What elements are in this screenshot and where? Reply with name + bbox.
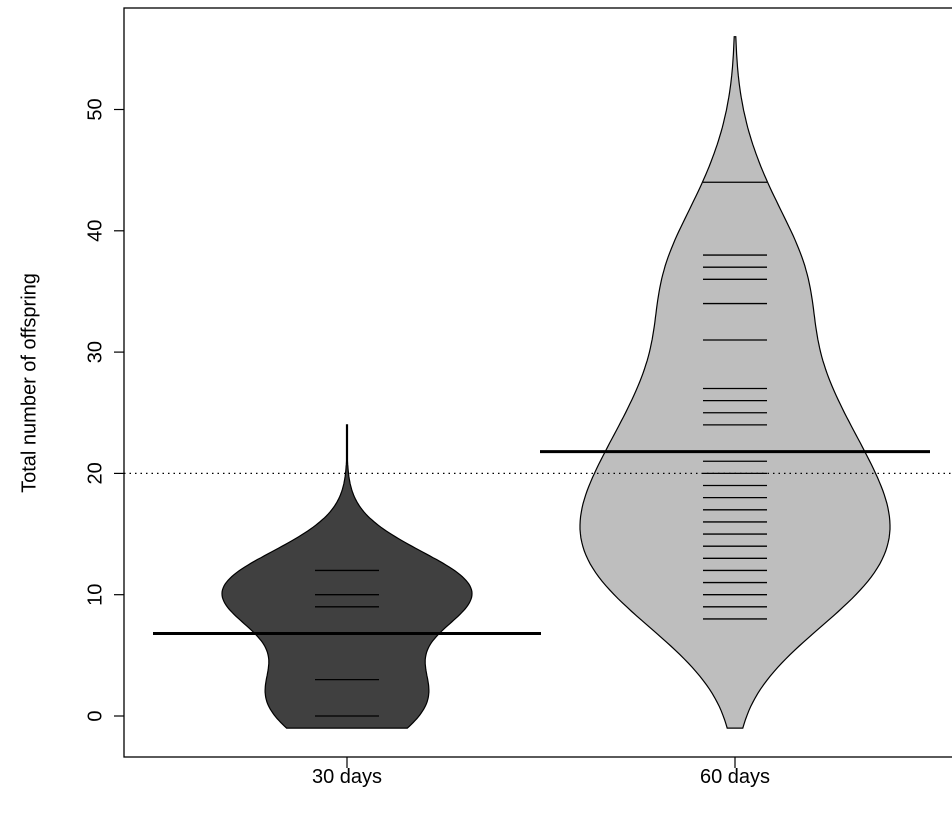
y-tick-label: 20 [84, 462, 106, 484]
mean-lines-layer [153, 450, 930, 636]
y-tick-label: 50 [84, 98, 106, 120]
x-tick-label: 60 days [700, 766, 770, 788]
y-axis: 0 10 20 30 40 50 [84, 98, 124, 722]
x-axis: 30 days 60 days [312, 757, 770, 788]
y-tick-label: 10 [84, 584, 106, 606]
y-tick-label: 0 [84, 710, 106, 721]
plot-frame [123, 7, 952, 758]
x-tick-label: 30 days [312, 766, 382, 788]
observation-lines-layer [315, 181, 767, 717]
y-axis-title: Total number of offspring [18, 273, 40, 493]
y-tick-label: 40 [84, 220, 106, 242]
y-tick-label: 30 [84, 341, 106, 363]
bean-60-days [579, 36, 891, 729]
bean-30-days [221, 424, 473, 729]
beans-layer [221, 36, 891, 729]
